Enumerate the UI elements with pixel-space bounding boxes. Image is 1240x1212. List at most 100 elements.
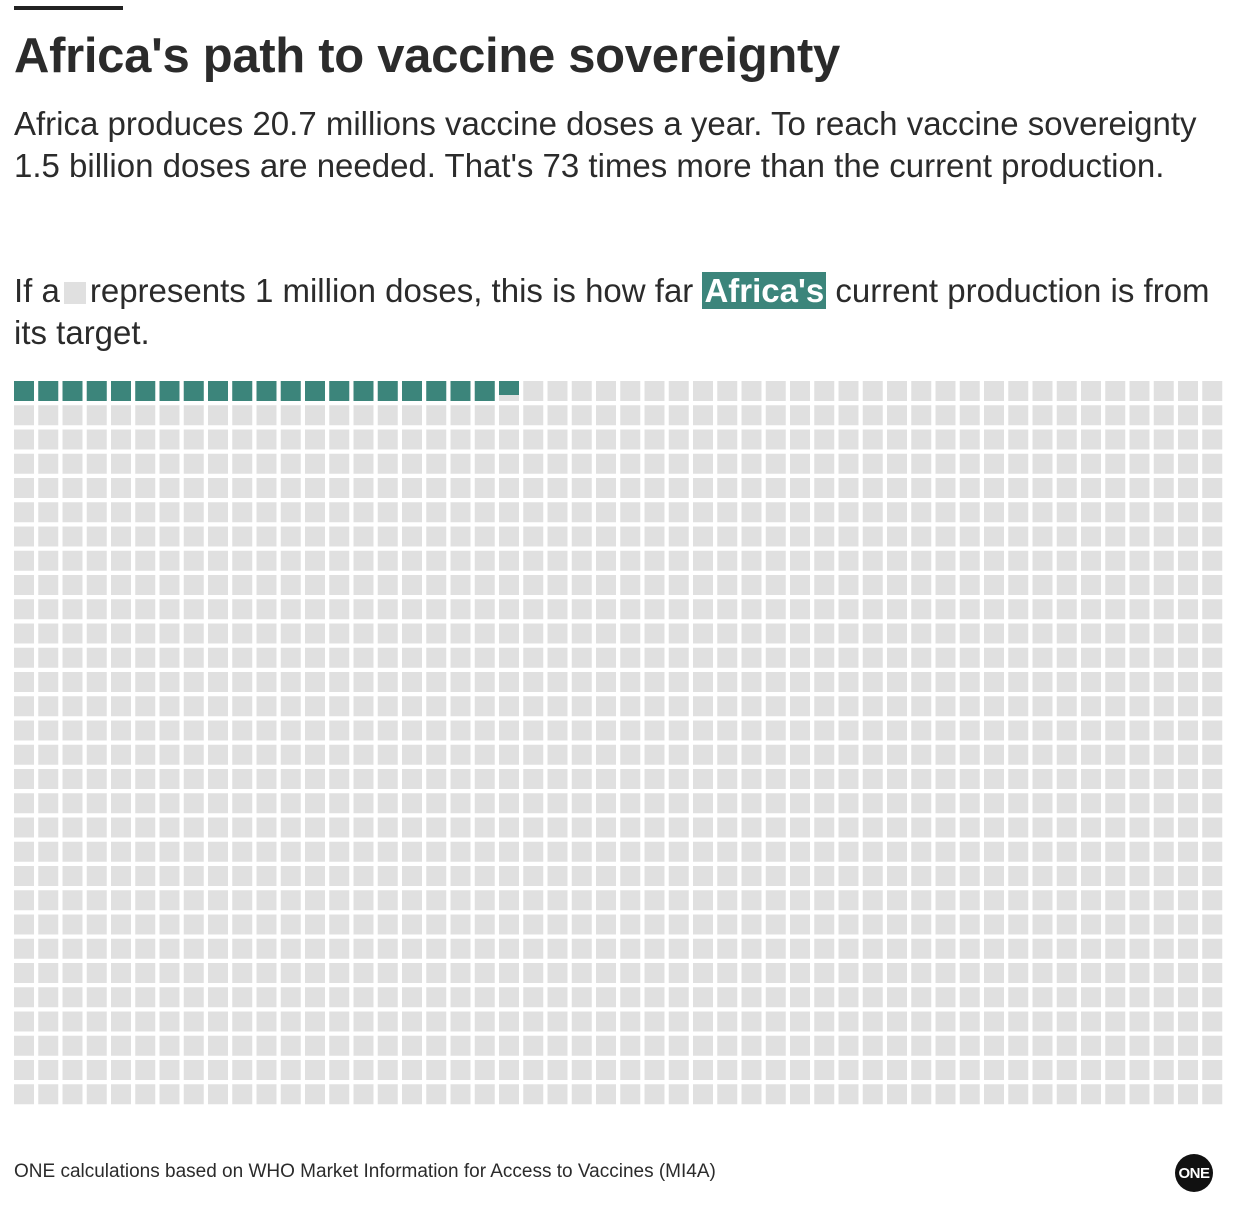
waffle-cell [571, 502, 592, 523]
waffle-cell [717, 817, 738, 838]
waffle-cell [790, 599, 810, 620]
waffle-cell [717, 1060, 738, 1080]
waffle-cell [474, 938, 495, 959]
waffle-cell [38, 478, 59, 498]
waffle-cell [1178, 526, 1198, 547]
waffle-cell [377, 1011, 398, 1032]
waffle-cell [790, 429, 810, 450]
waffle-cell [111, 550, 131, 571]
waffle-cell [280, 866, 301, 886]
waffle-cell [571, 478, 592, 498]
waffle-cell [790, 817, 810, 838]
waffle-cell [499, 429, 519, 450]
waffle-cell [668, 550, 689, 571]
waffle-cell [256, 647, 277, 668]
waffle-cell [305, 623, 325, 644]
waffle-cell [377, 672, 398, 692]
waffle-cell [887, 672, 907, 692]
waffle-cell [183, 744, 204, 765]
waffle-cell [305, 1011, 325, 1032]
waffle-cell [1129, 696, 1150, 717]
waffle-cell [790, 405, 810, 426]
waffle-cell [159, 647, 180, 668]
waffle-cell [668, 744, 689, 765]
waffle-cell [1153, 1011, 1174, 1032]
waffle-cell [935, 550, 956, 571]
waffle-cell [668, 793, 689, 814]
waffle-cell [426, 841, 447, 862]
waffle-cell [38, 793, 59, 814]
waffle-cell [208, 841, 228, 862]
waffle-cell [1129, 623, 1150, 644]
waffle-cell [499, 672, 519, 692]
waffle-cell [256, 1011, 277, 1032]
waffle-cell [911, 405, 932, 426]
waffle-cell [1056, 599, 1077, 620]
waffle-cell [547, 575, 568, 595]
waffle-cell [1105, 502, 1126, 523]
waffle-cell [911, 769, 932, 789]
waffle-cell [523, 575, 544, 595]
waffle-cell [305, 963, 325, 983]
waffle-cell [935, 429, 956, 450]
waffle-cell [668, 1084, 689, 1105]
waffle-cell [1032, 793, 1053, 814]
waffle-cell [547, 429, 568, 450]
waffle-cell [1153, 575, 1174, 595]
waffle-cell [790, 963, 810, 983]
waffle-cell [668, 478, 689, 498]
waffle-cell [741, 647, 762, 668]
waffle-cell [547, 914, 568, 935]
waffle-cell [887, 1011, 907, 1032]
waffle-cell [450, 1084, 471, 1105]
waffle-cell [959, 987, 980, 1008]
waffle-cell [1202, 793, 1223, 814]
waffle-cell [111, 526, 131, 547]
waffle-cell [329, 720, 350, 741]
waffle-cell [911, 429, 932, 450]
waffle-cell [402, 817, 422, 838]
waffle-cell [135, 599, 156, 620]
waffle-cell [887, 526, 907, 547]
waffle-cell [765, 575, 786, 595]
waffle-cell [377, 841, 398, 862]
waffle-cell [911, 1060, 932, 1080]
waffle-cell [984, 963, 1004, 983]
waffle-cell [305, 647, 325, 668]
waffle-cell [935, 1084, 956, 1105]
waffle-cell [838, 963, 859, 983]
waffle-cell [402, 914, 422, 935]
waffle-cell [86, 866, 107, 886]
waffle-cell [571, 1084, 592, 1105]
waffle-cell [135, 502, 156, 523]
waffle-cell [329, 550, 350, 571]
waffle-cell [256, 478, 277, 498]
waffle-cell [1032, 502, 1053, 523]
waffle-cell [1153, 890, 1174, 911]
waffle-cell [668, 502, 689, 523]
waffle-cell [402, 453, 422, 474]
waffle-cell [402, 1035, 422, 1056]
waffle-cell [596, 575, 616, 595]
waffle-cell [765, 938, 786, 959]
waffle-cell [790, 1035, 810, 1056]
waffle-cell [499, 526, 519, 547]
waffle-cell [232, 963, 253, 983]
waffle-cell [1008, 696, 1029, 717]
waffle-cell [984, 1011, 1004, 1032]
waffle-cell [474, 720, 495, 741]
waffle-cell [693, 1035, 713, 1056]
waffle-cell [887, 429, 907, 450]
waffle-cell [571, 623, 592, 644]
waffle-cell [426, 526, 447, 547]
waffle-cell [838, 1035, 859, 1056]
waffle-cell [1129, 817, 1150, 838]
waffle-cell [159, 793, 180, 814]
waffle-cell [256, 841, 277, 862]
waffle-cell [1153, 623, 1174, 644]
waffle-cell [1202, 526, 1223, 547]
logo-text: ONE [1178, 1164, 1210, 1182]
waffle-cell [159, 890, 180, 911]
waffle-cell [402, 841, 422, 862]
waffle-cell [814, 914, 835, 935]
